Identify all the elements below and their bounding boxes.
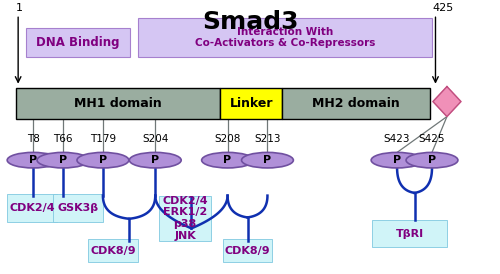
Text: Linker: Linker bbox=[230, 97, 273, 110]
FancyBboxPatch shape bbox=[26, 28, 130, 56]
Text: S204: S204 bbox=[142, 134, 169, 144]
Text: Interaction With
Co-Activators & Co-Repressors: Interaction With Co-Activators & Co-Repr… bbox=[194, 27, 375, 48]
Text: CDK8/9: CDK8/9 bbox=[90, 246, 136, 256]
Text: S423: S423 bbox=[384, 134, 410, 144]
Text: 425: 425 bbox=[432, 2, 453, 13]
Text: P: P bbox=[224, 155, 232, 165]
Text: P: P bbox=[428, 155, 436, 165]
Text: MH2 domain: MH2 domain bbox=[312, 97, 400, 110]
Text: S208: S208 bbox=[214, 134, 241, 144]
Text: P: P bbox=[393, 155, 401, 165]
Text: T179: T179 bbox=[90, 134, 116, 144]
FancyBboxPatch shape bbox=[372, 220, 447, 247]
Text: P: P bbox=[59, 155, 67, 165]
Ellipse shape bbox=[371, 152, 423, 168]
Text: P: P bbox=[99, 155, 107, 165]
Text: TβRI: TβRI bbox=[396, 229, 423, 239]
Text: 1: 1 bbox=[16, 2, 22, 13]
Ellipse shape bbox=[37, 152, 89, 168]
Text: T66: T66 bbox=[54, 134, 73, 144]
Text: DNA Binding: DNA Binding bbox=[36, 36, 119, 49]
Text: P: P bbox=[151, 155, 160, 165]
FancyBboxPatch shape bbox=[16, 88, 220, 119]
Text: P: P bbox=[264, 155, 272, 165]
Polygon shape bbox=[433, 87, 461, 116]
Text: P: P bbox=[29, 155, 37, 165]
Text: S213: S213 bbox=[254, 134, 280, 144]
FancyBboxPatch shape bbox=[220, 88, 282, 119]
FancyBboxPatch shape bbox=[53, 194, 103, 221]
Text: CDK2/4: CDK2/4 bbox=[10, 203, 55, 213]
FancyBboxPatch shape bbox=[159, 196, 212, 241]
Ellipse shape bbox=[130, 152, 181, 168]
Ellipse shape bbox=[77, 152, 129, 168]
Ellipse shape bbox=[7, 152, 59, 168]
Ellipse shape bbox=[406, 152, 458, 168]
Text: T8: T8 bbox=[26, 134, 40, 144]
FancyBboxPatch shape bbox=[222, 239, 272, 262]
Text: MH1 domain: MH1 domain bbox=[74, 97, 162, 110]
Ellipse shape bbox=[202, 152, 254, 168]
FancyBboxPatch shape bbox=[282, 88, 430, 119]
FancyBboxPatch shape bbox=[88, 239, 138, 262]
Text: CDK8/9: CDK8/9 bbox=[224, 246, 270, 256]
Text: S425: S425 bbox=[418, 134, 445, 144]
FancyBboxPatch shape bbox=[7, 194, 57, 221]
Text: GSK3β: GSK3β bbox=[58, 203, 98, 213]
FancyBboxPatch shape bbox=[138, 18, 432, 56]
Ellipse shape bbox=[242, 152, 294, 168]
Text: Smad3: Smad3 bbox=[202, 10, 298, 34]
Text: CDK2/4
ERK1/2
p38
JNK: CDK2/4 ERK1/2 p38 JNK bbox=[162, 196, 208, 241]
